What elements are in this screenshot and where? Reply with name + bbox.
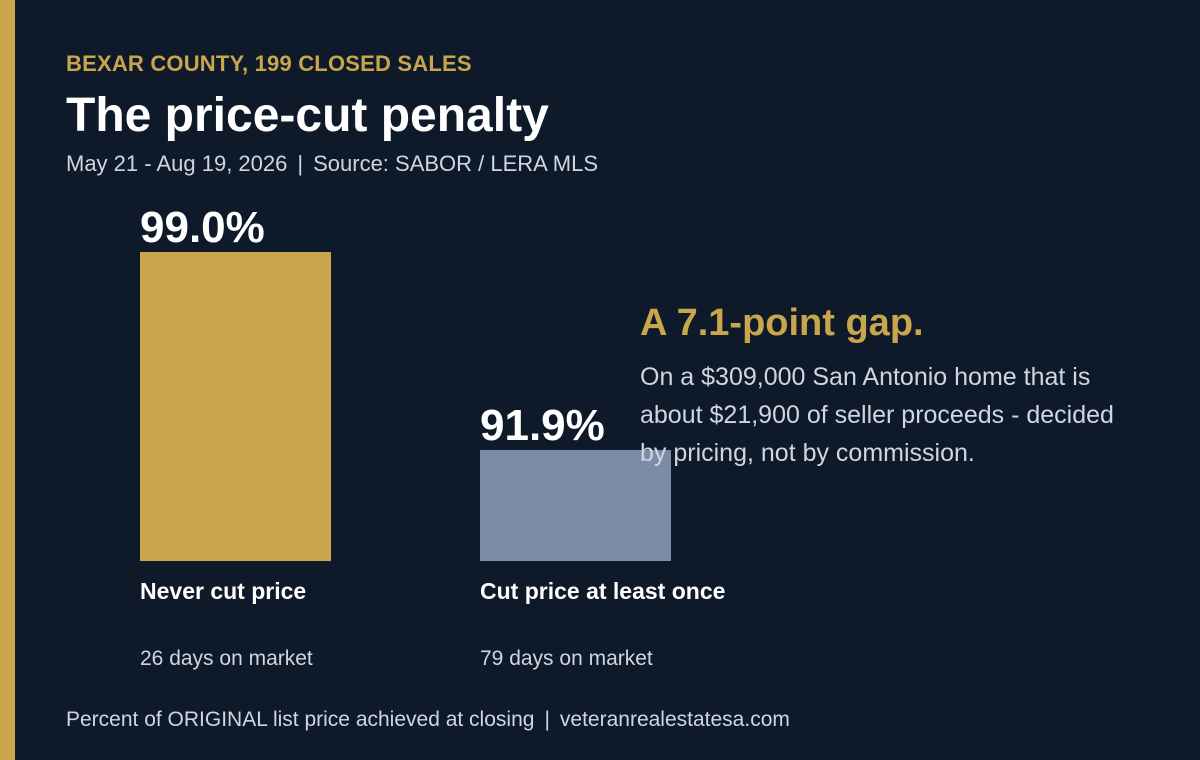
- bar-never-cut: [140, 252, 331, 561]
- footer-site: veteranrealestatesa.com: [559, 708, 790, 731]
- category-label-never-cut: Never cut price: [140, 578, 307, 604]
- date-range: May 21 - Aug 19, 2026: [66, 151, 288, 176]
- bar-cut-once: [480, 449, 671, 561]
- callout-headline: A 7.1-point gap.: [640, 302, 924, 344]
- category-label-cut-once: Cut price at least once: [480, 578, 726, 604]
- source-label: Source: SABOR / LERA MLS: [313, 151, 598, 176]
- callout-body: On a $309,000 San Antonio home that is a…: [640, 363, 1114, 467]
- value-label-cut-once: 91.9%: [480, 400, 605, 450]
- footer: Percent of ORIGINAL list price achieved …: [66, 708, 790, 732]
- accent-stripe: [0, 0, 15, 760]
- footer-note: Percent of ORIGINAL list price achieved …: [66, 708, 535, 731]
- subtitle-separator: |: [297, 151, 304, 176]
- footer-separator: |: [544, 708, 550, 731]
- eyebrow-label: BEXAR COUNTY, 199 CLOSED SALES: [66, 51, 472, 76]
- subtitle: May 21 - Aug 19, 2026 | Source: SABOR / LE…: [66, 151, 598, 177]
- value-label-never-cut: 99.0%: [140, 203, 265, 252]
- days-on-market-never-cut: 26 days on market: [140, 647, 313, 670]
- page-title: The price-cut penalty: [66, 89, 549, 142]
- days-on-market-cut-once: 79 days on market: [480, 647, 653, 670]
